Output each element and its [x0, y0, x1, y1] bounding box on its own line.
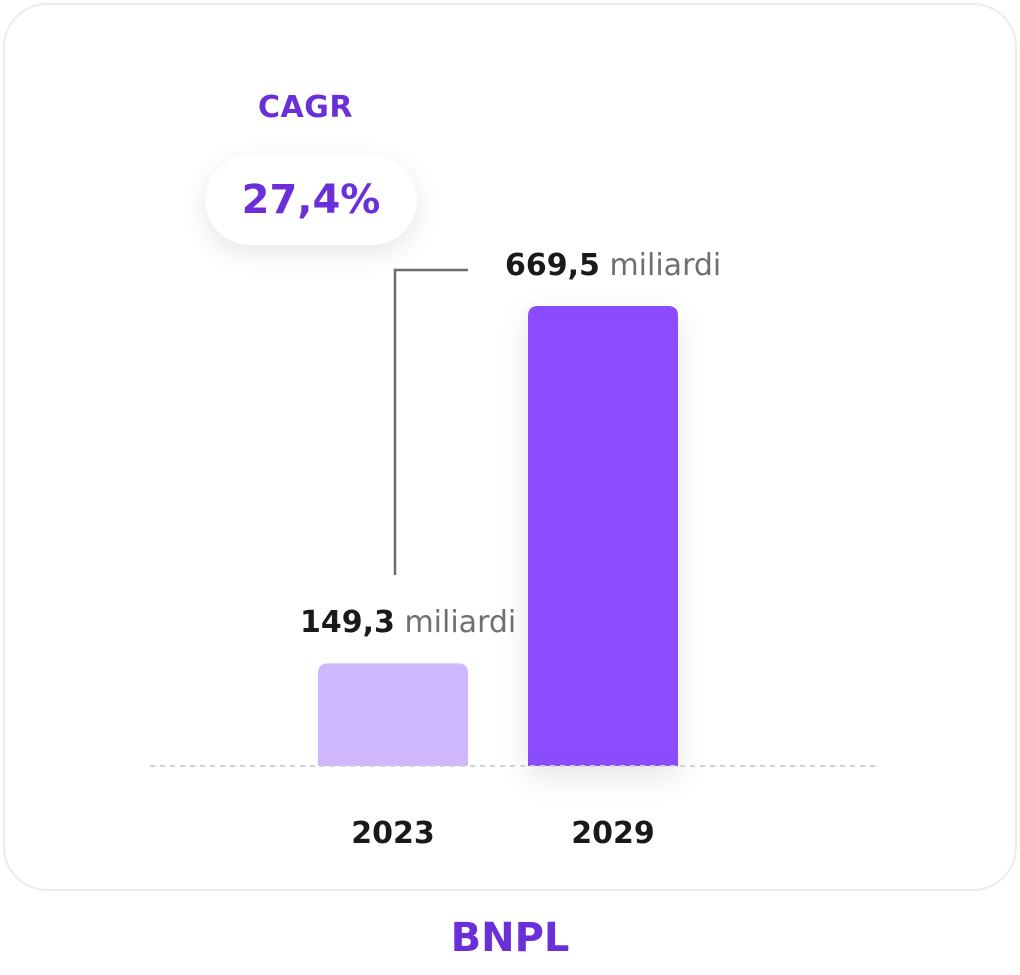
- chart-footer-label: BNPL: [450, 915, 570, 961]
- bar-2023: [318, 663, 468, 766]
- bar-2029: [528, 306, 678, 766]
- chart-card: [3, 3, 1017, 891]
- cagr-label: CAGR: [258, 90, 353, 125]
- bar-value-number: 149,3: [300, 605, 395, 641]
- cagr-value: 27,4%: [241, 177, 381, 223]
- x-tick-label-2023: 2023: [351, 816, 435, 851]
- bar-value-label-2023: 149,3 miliardi: [300, 605, 516, 640]
- bar-value-unit: miliardi: [609, 248, 722, 283]
- x-tick-label-2029: 2029: [571, 816, 655, 851]
- growth-connector-line: [393, 268, 468, 575]
- bar-value-label-2029: 669,5 miliardi: [505, 248, 721, 283]
- bar-value-number: 669,5: [505, 248, 600, 283]
- bar-value-unit: miliardi: [404, 605, 517, 641]
- cagr-badge: 27,4%: [205, 155, 417, 245]
